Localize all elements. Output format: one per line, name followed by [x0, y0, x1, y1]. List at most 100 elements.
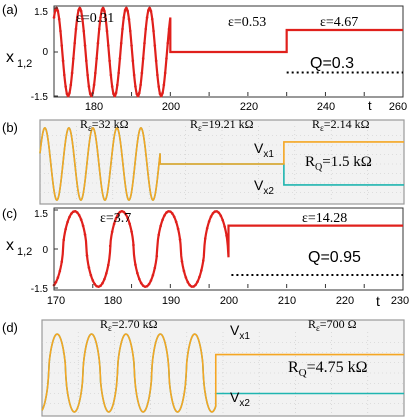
panel-b-r1: Rε=32 kΩ: [80, 117, 129, 133]
panel-b-label: (b): [2, 120, 18, 135]
panel-a-ytick: -1.5: [31, 92, 49, 103]
panel-c-point: [215, 210, 219, 213]
panel-a-point: [163, 71, 167, 75]
panel-c-point: [211, 211, 215, 215]
panel-c-point: [83, 233, 87, 236]
panel-b-vx1: Vx1: [254, 140, 274, 160]
panel-c-point: [167, 210, 170, 213]
panel-a-label: (a): [2, 2, 18, 17]
panel-c-point: [141, 284, 145, 287]
panel-a-point: [82, 29, 86, 33]
panel-c-point: [182, 269, 186, 273]
panel-c-q: Q=0.95: [308, 249, 361, 266]
panel-c-ytick: -1.5: [31, 284, 49, 295]
panel-a-point: [87, 85, 91, 88]
panel-a-point: [81, 17, 84, 21]
panel-c-point: [149, 279, 153, 282]
panel-a-point: [75, 16, 79, 19]
panel-a-xtick: 220: [240, 101, 258, 113]
panel-c-point: [124, 212, 128, 216]
panel-c-xtick: 220: [336, 295, 354, 307]
panel-a-point: [122, 16, 126, 19]
panel-c-point: [219, 214, 223, 217]
panel-c-point: [186, 280, 190, 284]
panel-c-point: [99, 284, 102, 288]
panel-a-point: [166, 41, 170, 45]
panel-c-point: [81, 224, 85, 228]
panel-c-point: [74, 210, 77, 213]
panel-a-point: [96, 41, 100, 45]
panel-a-point: [104, 17, 108, 21]
panel-c-point: [145, 284, 149, 288]
panel-c-point: [60, 260, 64, 264]
panel-a-eps-2: ε=0.53: [228, 15, 266, 30]
panel-a-point: [92, 83, 96, 87]
panel-a-point: [121, 27, 124, 31]
panel-c-point: [163, 214, 166, 217]
panel-a-point: [136, 94, 140, 98]
panel-a-xtick: 260: [389, 101, 407, 113]
panel-a-point: [90, 94, 93, 98]
panel-c-point: [225, 234, 228, 237]
panel-a-point: [86, 73, 89, 77]
panel-c-point: [130, 230, 133, 233]
panel-a-point: [105, 29, 109, 33]
panel-c-xtick: 190: [162, 295, 180, 307]
panel-a-point: [85, 59, 88, 63]
panel-a-point: [116, 83, 119, 87]
panel-c-point: [122, 210, 126, 214]
panel-c-point: [106, 263, 110, 267]
panel-a-point: [161, 91, 164, 95]
panel-a-point: [149, 9, 153, 13]
panel-c-point: [174, 220, 178, 224]
panel-a-point: [156, 73, 159, 77]
panel-c-point: [66, 220, 69, 224]
panel-a-point: [70, 71, 74, 75]
panel-a-point: [132, 73, 136, 77]
panel-c-point: [132, 243, 135, 247]
panel-a-point: [125, 6, 128, 10]
panel-c-point: [201, 259, 205, 262]
panel-b-plot: [39, 127, 404, 201]
panel-c-eps-2: ε=14.28: [302, 211, 347, 226]
panel-c-point: [54, 280, 58, 284]
panel-a-ytick: 1.5: [34, 7, 48, 18]
panel-c-point: [97, 285, 100, 288]
panel-a-point: [66, 94, 70, 98]
panel-c-xtick: 170: [47, 295, 65, 307]
panel-a-point: [53, 8, 57, 12]
panel-c-point: [161, 218, 164, 222]
panel-a-point: [127, 17, 131, 21]
panel-c-point: [155, 254, 159, 258]
panel-c-point: [128, 222, 131, 225]
panel-a-point: [59, 29, 62, 33]
panel-c-point: [198, 275, 201, 279]
panel-b-r3: Rε=2.14 kΩ: [312, 117, 370, 133]
panel-a-point: [68, 91, 71, 95]
panel-c-point: [217, 211, 221, 215]
panel-a-point: [145, 16, 149, 19]
panel-a-point: [112, 92, 115, 96]
panel-a-point: [77, 8, 80, 12]
panel-c-point: [147, 282, 151, 286]
panel-c-point: [203, 237, 207, 240]
panel-c-point: [62, 238, 65, 242]
panel-a-point: [158, 92, 162, 96]
panel-a-q: Q=0.3: [310, 55, 354, 72]
panel-a-ytick: 0: [42, 47, 48, 58]
panel-c-point: [75, 211, 79, 214]
panel-a-point: [106, 44, 110, 47]
panel-c-point: [101, 281, 104, 285]
panel-c-point: [68, 215, 71, 219]
panel-c: (c) x 1,2 1.5 0 -1.5 170 180 190 200 210…: [2, 206, 409, 309]
panel-a-point: [130, 44, 133, 47]
panel-b-rq: RQ=1.5 kΩ: [305, 154, 372, 173]
panel-c-point: [110, 230, 114, 234]
panel-a-point: [72, 57, 75, 60]
panel-c-point: [151, 273, 155, 277]
panel-c-point: [56, 276, 60, 279]
panel-a-ylabel-sub: 1,2: [17, 58, 32, 70]
panel-a-point: [99, 16, 102, 19]
panel-c-xtick: 200: [220, 295, 238, 307]
panel-a-point: [117, 71, 120, 75]
